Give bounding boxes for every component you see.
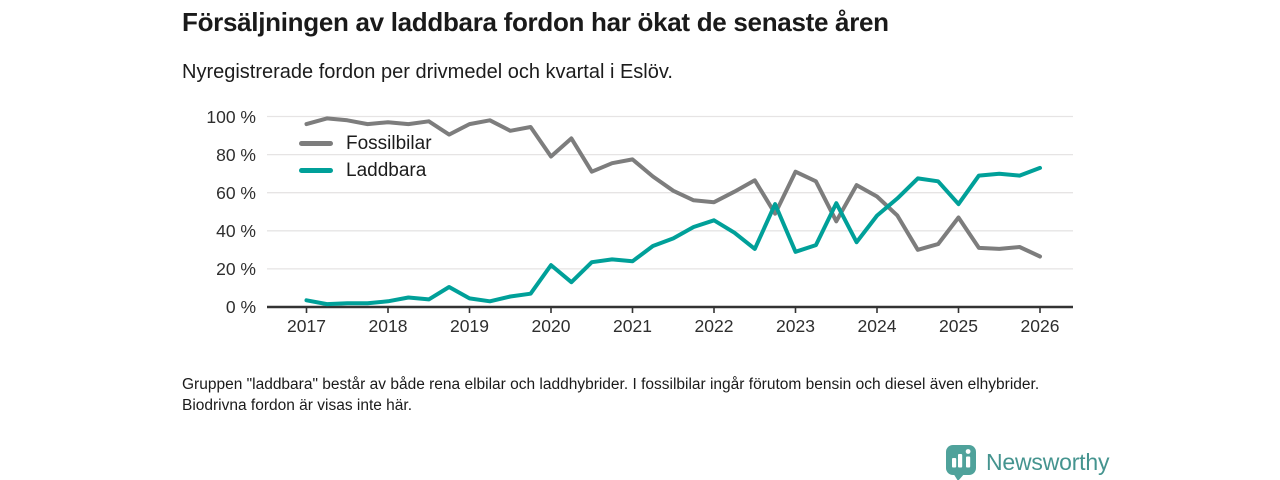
x-tick-label: 2021 [613, 316, 652, 336]
page-title: Försäljningen av laddbara fordon har öka… [182, 7, 889, 37]
series-line-laddbara [304, 165, 1042, 307]
x-tick-label: 2022 [694, 316, 734, 336]
series-line-fossilbilar [304, 116, 1042, 259]
y-tick-label: 40 % [216, 220, 256, 241]
y-tick-label: 80 % [216, 144, 256, 165]
newsworthy-logo-icon [946, 445, 976, 480]
legend-swatch-icon [299, 167, 333, 174]
x-tick-label: 2020 [531, 316, 571, 336]
legend-label: Laddbara [346, 159, 427, 181]
chart-legend: Fossilbilar Laddbara [299, 130, 432, 184]
legend-item: Fossilbilar [299, 130, 432, 157]
x-tick-label: 2025 [939, 316, 978, 336]
chart-footnote: Gruppen "laddbara" består av både rena e… [182, 376, 1040, 414]
x-tick-label: 2017 [287, 316, 326, 336]
newsworthy-logo-text: Newsworthy [986, 449, 1110, 475]
y-tick-label: 100 % [206, 106, 256, 127]
x-tick-label: 2018 [368, 316, 408, 336]
x-tick-label: 2023 [776, 316, 815, 336]
x-tick-label: 2026 [1020, 316, 1060, 336]
legend-label: Fossilbilar [346, 132, 432, 154]
page-subtitle: Nyregistrerade fordon per drivmedel och … [182, 61, 673, 83]
x-tick-label: 2024 [857, 316, 897, 336]
y-tick-label: 60 % [216, 182, 256, 203]
y-tick-label: 20 % [216, 258, 256, 279]
legend-swatch-icon [299, 140, 333, 147]
x-tick-label: 2019 [450, 316, 489, 336]
legend-item: Laddbara [299, 157, 432, 184]
y-tick-label: 0 % [225, 297, 256, 317]
newsworthy-logo: Newsworthy [945, 444, 1109, 480]
